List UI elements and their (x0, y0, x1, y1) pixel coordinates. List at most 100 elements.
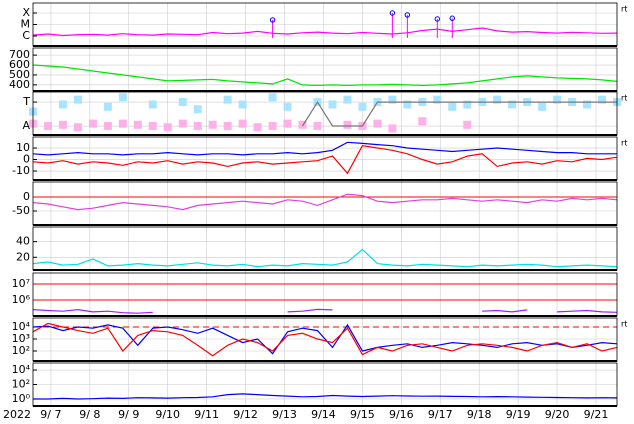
right-label: rt (621, 320, 627, 329)
data-dot (448, 102, 457, 111)
data-dot (403, 100, 412, 109)
data-dot (268, 122, 277, 131)
y-tick-label: 10⁷ (12, 277, 30, 290)
x-tick-label: 9/17 (428, 408, 453, 421)
data-dot (313, 122, 322, 131)
data-dot (73, 123, 82, 132)
data-dot (163, 123, 172, 132)
y-tick-label: 10⁴ (12, 363, 31, 376)
flare-marker (389, 10, 396, 16)
data-dot (373, 119, 382, 128)
y-tick-label: 10² (12, 344, 30, 357)
data-dot (103, 122, 112, 131)
data-dot (508, 100, 517, 109)
data-dot (223, 122, 232, 131)
x-tick-label: 9/14 (311, 408, 336, 421)
y-tick-label: 400 (9, 78, 30, 91)
data-dot (193, 122, 202, 131)
data-dot (58, 100, 67, 109)
data-dot (583, 100, 592, 109)
y-tick-label: A (22, 119, 30, 132)
data-dot (598, 95, 607, 104)
panel-frame (32, 226, 618, 271)
data-dot (553, 95, 562, 104)
x-tick-label: 9/12 (233, 408, 258, 421)
x-tick-label: 9/19 (506, 408, 531, 421)
flare-marker (269, 17, 276, 23)
data-dot (88, 119, 97, 128)
x-tick-label: 9/18 (467, 408, 492, 421)
data-dot (103, 102, 112, 111)
series-line (32, 145, 618, 175)
y-tick-label: -50 (12, 204, 30, 217)
data-dot (463, 100, 472, 109)
y-tick-label: -10 (12, 164, 30, 177)
data-dot (328, 100, 337, 109)
x-tick-label: 9/13 (272, 408, 297, 421)
x-tick-label: 9/21 (584, 408, 609, 421)
right-label: rt (621, 139, 627, 148)
data-dot (238, 119, 247, 128)
y-tick-label: 0 (23, 153, 30, 166)
data-dot (388, 124, 397, 133)
y-tick-label: 500 (9, 68, 30, 81)
data-dot (463, 120, 472, 129)
y-tick-label: 10³ (12, 332, 30, 345)
flare-marker (449, 15, 455, 21)
flare-marker (404, 12, 411, 18)
y-tick-label: 10² (12, 377, 30, 390)
x-tick-label: 9/11 (194, 408, 219, 421)
series-line (32, 193, 618, 211)
data-dot (133, 120, 142, 129)
data-dot (343, 95, 352, 104)
series-line (32, 141, 617, 156)
y-tick-label: 20 (16, 250, 30, 263)
x-tick-label: 9/ 8 (79, 408, 100, 421)
flare-marker (434, 16, 441, 22)
y-tick-label: M (21, 17, 31, 30)
data-dot (118, 93, 127, 102)
data-dot (223, 95, 232, 104)
y-tick-label: 10 (16, 141, 30, 154)
data-dot (118, 119, 127, 128)
x-tick-label: 9/10 (155, 408, 180, 421)
right-label: rt (621, 5, 627, 14)
data-dot (238, 100, 247, 109)
data-dot (193, 105, 202, 114)
x-tick-label: 9/16 (389, 408, 414, 421)
year-label: 2022 (3, 408, 31, 421)
data-dot (388, 95, 397, 104)
data-dot (148, 100, 157, 109)
y-tick-label: 40 (16, 235, 30, 248)
y-tick-label: 600 (9, 58, 30, 71)
data-dot (43, 122, 52, 131)
series-line (32, 308, 618, 314)
data-dot (208, 120, 217, 129)
y-tick-label: 0 (23, 190, 30, 203)
data-dot (418, 117, 427, 126)
data-dot (268, 93, 277, 102)
y-tick-label: C (22, 29, 30, 42)
data-dot (253, 123, 262, 132)
right-label: rt (621, 94, 627, 103)
data-dot (283, 119, 292, 128)
data-dot (358, 102, 367, 111)
data-dot (433, 95, 442, 104)
series-line (32, 322, 618, 357)
data-dot (343, 120, 352, 129)
x-tick-label: 9/ 9 (118, 408, 139, 421)
series-line (33, 393, 618, 400)
y-tick-label: X (22, 6, 30, 19)
y-tick-label: 700 (9, 48, 30, 61)
data-dot (178, 119, 187, 128)
data-dot (283, 102, 292, 111)
y-tick-label: 10⁴ (12, 320, 31, 333)
data-dot (538, 102, 547, 111)
y-tick-label: 10⁶ (12, 293, 31, 306)
x-tick-label: 9/ 7 (40, 408, 61, 421)
series-line (301, 100, 617, 127)
x-tick-label: 9/15 (350, 408, 375, 421)
data-dot (178, 98, 187, 107)
data-dot (493, 95, 502, 104)
